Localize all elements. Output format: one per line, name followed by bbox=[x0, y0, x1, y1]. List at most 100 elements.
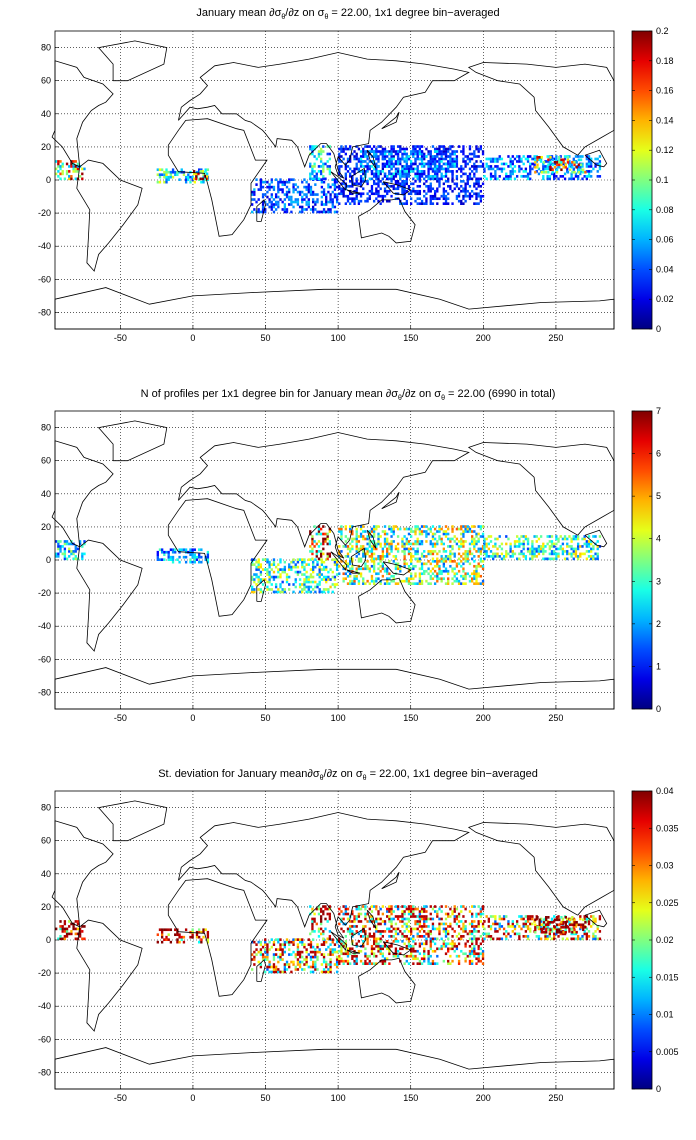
data-cell bbox=[272, 955, 276, 959]
data-cell bbox=[570, 162, 573, 166]
data-cell bbox=[455, 155, 459, 158]
data-cell bbox=[342, 182, 345, 186]
data-cell bbox=[558, 923, 561, 927]
data-cell bbox=[573, 928, 576, 932]
data-cell bbox=[349, 547, 352, 551]
data-cell bbox=[165, 928, 168, 932]
data-cell bbox=[429, 912, 432, 916]
data-cell bbox=[372, 525, 376, 528]
data-cell bbox=[585, 165, 589, 168]
data-cell bbox=[579, 155, 582, 158]
data-cell bbox=[453, 920, 456, 923]
data-cell bbox=[479, 535, 483, 538]
data-cell bbox=[375, 150, 378, 153]
data-cell bbox=[319, 917, 323, 921]
data-cell bbox=[296, 190, 300, 194]
data-cell bbox=[420, 532, 424, 536]
data-cell bbox=[259, 578, 263, 581]
data-cell bbox=[477, 194, 480, 198]
data-cell bbox=[272, 185, 276, 189]
data-cell bbox=[357, 540, 361, 543]
data-cell bbox=[329, 585, 332, 589]
data-cell bbox=[342, 579, 345, 583]
data-cell bbox=[425, 532, 428, 536]
data-cell bbox=[274, 575, 278, 579]
data-cell bbox=[388, 152, 391, 156]
data-cell bbox=[285, 185, 289, 189]
data-cell bbox=[550, 927, 554, 931]
data-cell bbox=[63, 920, 67, 923]
colorbar-tick-label: 0.04 bbox=[656, 264, 674, 274]
data-cell bbox=[307, 205, 310, 209]
data-cell bbox=[570, 917, 573, 921]
data-cell bbox=[331, 575, 334, 579]
data-cell bbox=[65, 927, 69, 931]
data-cell bbox=[473, 947, 476, 951]
data-cell bbox=[547, 163, 550, 167]
data-cell bbox=[442, 942, 445, 946]
data-cell bbox=[197, 172, 200, 176]
data-cell bbox=[494, 930, 497, 933]
data-cell bbox=[536, 158, 539, 162]
data-cell bbox=[547, 170, 550, 174]
data-cell bbox=[590, 160, 593, 163]
data-cell bbox=[364, 915, 367, 918]
data-cell bbox=[522, 935, 525, 938]
data-cell bbox=[303, 198, 306, 201]
data-cell bbox=[328, 167, 332, 171]
data-cell bbox=[333, 183, 337, 186]
data-cell bbox=[464, 527, 467, 531]
data-cell bbox=[526, 925, 530, 928]
data-cell bbox=[301, 208, 304, 211]
data-cell bbox=[288, 963, 291, 966]
data-cell bbox=[453, 572, 456, 576]
data-cell bbox=[462, 545, 465, 548]
data-cell bbox=[303, 178, 306, 181]
data-cell bbox=[283, 945, 287, 949]
data-cell bbox=[429, 182, 432, 186]
data-cell bbox=[407, 192, 411, 196]
data-cell bbox=[505, 175, 508, 178]
data-cell bbox=[368, 932, 371, 936]
data-cell bbox=[399, 202, 402, 205]
data-cell bbox=[553, 927, 556, 931]
x-tick-label: 250 bbox=[548, 333, 563, 343]
data-cell bbox=[325, 963, 328, 966]
data-cell bbox=[370, 560, 374, 563]
data-cell bbox=[375, 155, 378, 158]
data-cell bbox=[537, 552, 541, 556]
data-cell bbox=[322, 190, 326, 194]
data-cell bbox=[386, 165, 389, 168]
data-cell bbox=[420, 202, 424, 205]
data-cell bbox=[372, 940, 376, 943]
data-cell bbox=[574, 552, 578, 556]
data-cell bbox=[285, 968, 289, 971]
data-cell bbox=[555, 915, 559, 919]
data-cell bbox=[206, 172, 209, 176]
data-cell bbox=[481, 925, 485, 928]
data-cell bbox=[61, 937, 64, 941]
data-cell bbox=[355, 145, 358, 148]
data-cell bbox=[438, 525, 441, 528]
data-cell bbox=[294, 565, 297, 569]
data-cell bbox=[438, 922, 441, 926]
data-cell bbox=[346, 160, 350, 163]
data-cell bbox=[160, 550, 164, 554]
data-cell bbox=[537, 925, 541, 928]
data-cell bbox=[455, 564, 459, 568]
data-cell bbox=[364, 912, 367, 916]
data-cell bbox=[379, 922, 382, 926]
data-cell bbox=[429, 155, 432, 158]
data-cell bbox=[451, 160, 454, 163]
data-cell bbox=[544, 937, 547, 941]
data-cell bbox=[489, 555, 493, 558]
data-cell bbox=[494, 545, 497, 548]
data-cell bbox=[598, 175, 602, 178]
data-cell bbox=[466, 162, 469, 166]
data-cell bbox=[585, 927, 589, 931]
data-cell bbox=[283, 968, 287, 971]
data-cell bbox=[429, 562, 432, 566]
data-cell bbox=[165, 175, 168, 179]
data-cell bbox=[451, 569, 454, 573]
data-cell bbox=[570, 175, 573, 178]
